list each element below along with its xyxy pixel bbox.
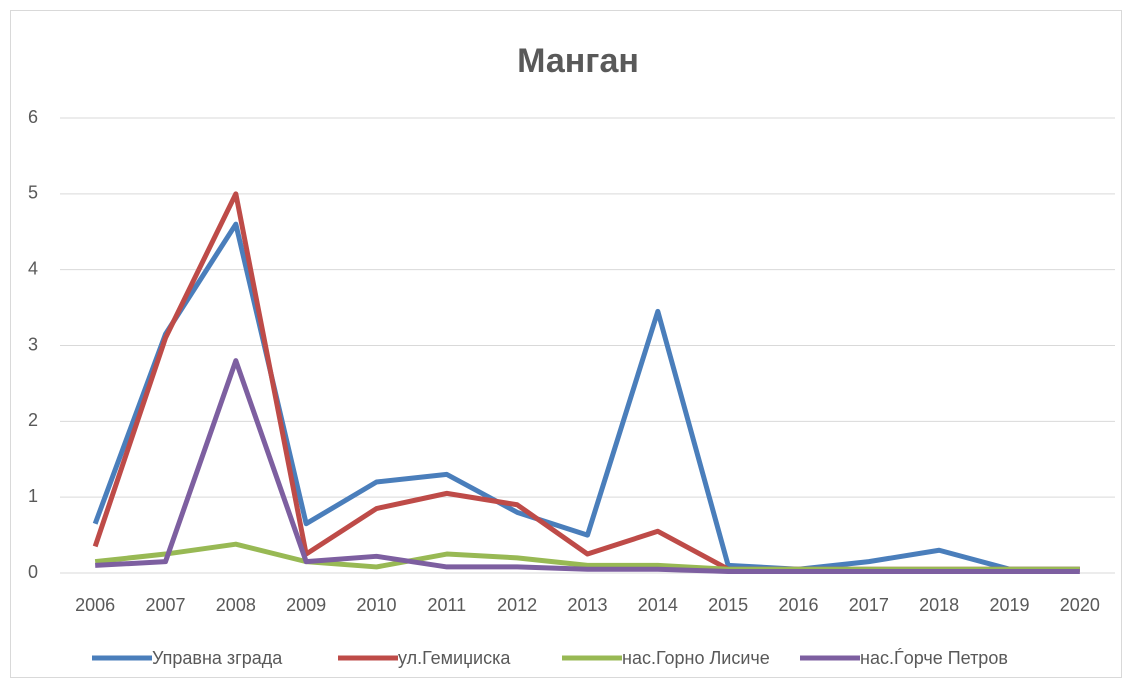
x-tick-label: 2013: [567, 595, 607, 615]
chart-title: Манган: [517, 42, 639, 80]
x-tick-label: 2007: [145, 595, 185, 615]
x-tick-label: 2015: [708, 595, 748, 615]
x-tick-label: 2016: [778, 595, 818, 615]
x-tick-label: 2009: [286, 595, 326, 615]
y-tick-label: 5: [28, 183, 38, 203]
y-tick-label: 0: [28, 562, 38, 582]
y-tick-label: 1: [28, 486, 38, 506]
y-tick-label: 3: [28, 334, 38, 354]
y-tick-label: 4: [28, 258, 38, 278]
x-tick-label: 2011: [427, 595, 466, 615]
legend-label: ул.Гемиџиска: [398, 648, 511, 668]
series-line: [95, 358, 1080, 574]
y-tick-label: 6: [28, 107, 38, 127]
x-tick-label: 2008: [216, 595, 256, 615]
x-tick-label: 2020: [1060, 595, 1100, 615]
chart-border: [10, 10, 1122, 678]
x-tick-label: 2006: [75, 595, 115, 615]
x-tick-label: 2018: [919, 595, 959, 615]
legend-label: нас.Ѓорче Петров: [860, 648, 1008, 668]
y-tick-label: 2: [28, 410, 38, 430]
x-tick-label: 2014: [638, 595, 678, 615]
legend-label: нас.Горно Лисиче: [622, 648, 770, 668]
x-tick-label: 2010: [356, 595, 396, 615]
x-tick-label: 2017: [849, 595, 889, 615]
x-tick-label: 2012: [497, 595, 537, 615]
legend-label: Управна зграда: [152, 648, 283, 668]
x-tick-label: 2019: [989, 595, 1029, 615]
